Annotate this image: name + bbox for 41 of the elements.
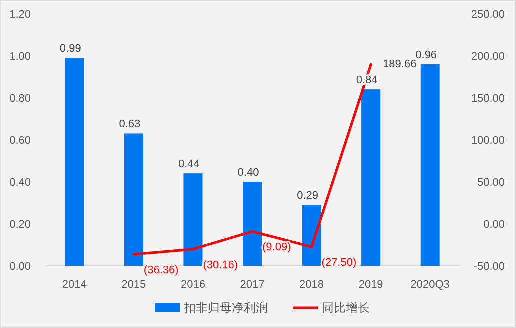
y-tick-label: 0.20 bbox=[10, 219, 31, 231]
y-tick-label: 1.20 bbox=[10, 9, 31, 21]
legend-label: 同比增长 bbox=[322, 301, 370, 315]
data-label: 0.99 bbox=[60, 43, 82, 56]
y2-tick-label: 100.00 bbox=[471, 135, 505, 147]
y2-tick-label: 200.00 bbox=[471, 51, 505, 63]
x-tick-label: 2017 bbox=[240, 279, 265, 291]
y-tick-label: 0.80 bbox=[10, 93, 31, 105]
data-label: 0.44 bbox=[178, 158, 200, 171]
x-tick-label: 2018 bbox=[300, 279, 324, 291]
legend-label: 扣非归母净利润 bbox=[183, 301, 268, 315]
bar bbox=[124, 134, 144, 266]
y-tick-label: 0.00 bbox=[10, 261, 31, 273]
x-tick-label: 2019 bbox=[358, 279, 384, 291]
y2-tick-label: 250.00 bbox=[471, 9, 505, 21]
data-label: (27.50) bbox=[322, 257, 357, 270]
y2-tick-label: -50.00 bbox=[474, 261, 505, 273]
y-tick-label: 1.00 bbox=[10, 51, 31, 63]
data-label: (30.16) bbox=[203, 259, 238, 272]
bar bbox=[184, 174, 203, 266]
y2-tick-label: 0.00 bbox=[484, 219, 505, 231]
bar bbox=[420, 64, 440, 266]
y-tick-label: 0.60 bbox=[10, 135, 31, 147]
data-label: (9.09) bbox=[262, 242, 292, 254]
y-tick-label: 0.40 bbox=[10, 177, 31, 189]
bar bbox=[362, 90, 381, 266]
x-tick-label: 2014 bbox=[62, 279, 87, 291]
x-tick-label: 2016 bbox=[180, 279, 206, 291]
bar bbox=[243, 182, 262, 266]
data-label: 0.63 bbox=[119, 118, 141, 131]
data-label: 0.29 bbox=[297, 190, 318, 202]
data-label: 0.96 bbox=[416, 49, 438, 62]
bar bbox=[302, 205, 322, 266]
bar bbox=[65, 58, 84, 266]
y2-tick-label: 150.00 bbox=[471, 93, 505, 105]
x-tick-label: 2020Q3 bbox=[410, 279, 450, 291]
data-label: 0.40 bbox=[238, 167, 260, 179]
data-label: (36.36) bbox=[144, 264, 179, 277]
data-label: 189.66 bbox=[383, 58, 417, 71]
y2-tick-label: 50.00 bbox=[477, 177, 505, 189]
x-tick-label: 2015 bbox=[122, 279, 146, 291]
